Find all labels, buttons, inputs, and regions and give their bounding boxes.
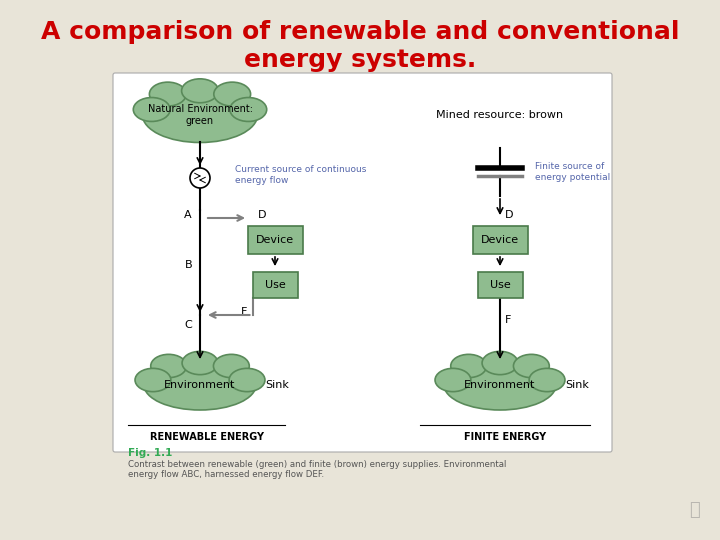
Text: FINITE ENERGY: FINITE ENERGY	[464, 432, 546, 442]
Ellipse shape	[181, 79, 218, 103]
Ellipse shape	[230, 98, 266, 122]
Text: energy systems.: energy systems.	[244, 48, 476, 72]
Ellipse shape	[150, 354, 186, 377]
Text: Current source of continuous
energy flow: Current source of continuous energy flow	[235, 165, 366, 185]
Ellipse shape	[482, 352, 518, 375]
Text: Mined resource: brown: Mined resource: brown	[436, 110, 564, 120]
Text: C: C	[184, 320, 192, 330]
FancyBboxPatch shape	[477, 272, 523, 298]
FancyBboxPatch shape	[113, 73, 612, 452]
Text: Use: Use	[265, 280, 285, 290]
Ellipse shape	[143, 87, 258, 143]
Text: RENEWABLE ENERGY: RENEWABLE ENERGY	[150, 432, 264, 442]
FancyBboxPatch shape	[253, 272, 297, 298]
Text: B: B	[184, 260, 192, 270]
Text: D: D	[505, 210, 513, 220]
Ellipse shape	[213, 354, 249, 377]
Text: E: E	[505, 272, 512, 282]
Text: Sink: Sink	[565, 380, 589, 390]
Text: D: D	[258, 210, 266, 220]
FancyBboxPatch shape	[248, 226, 302, 254]
Text: F: F	[505, 315, 511, 325]
Text: Natural Environment:
green: Natural Environment: green	[148, 104, 253, 126]
Text: Contrast between renewable (green) and finite (brown) energy supplies. Environme: Contrast between renewable (green) and f…	[128, 460, 506, 480]
Ellipse shape	[229, 368, 265, 392]
Text: Use: Use	[490, 280, 510, 290]
Text: A comparison of renewable and conventional: A comparison of renewable and convention…	[41, 20, 679, 44]
Text: Finite source of
energy potential: Finite source of energy potential	[535, 163, 611, 181]
Text: Device: Device	[256, 235, 294, 245]
Text: E: E	[280, 272, 287, 282]
Ellipse shape	[135, 368, 171, 392]
Ellipse shape	[182, 352, 218, 375]
Ellipse shape	[150, 82, 186, 106]
Text: F: F	[241, 307, 248, 317]
Ellipse shape	[133, 98, 170, 122]
Text: Sink: Sink	[265, 380, 289, 390]
Circle shape	[190, 168, 210, 188]
Ellipse shape	[451, 354, 487, 377]
FancyBboxPatch shape	[472, 226, 528, 254]
Ellipse shape	[513, 354, 549, 377]
Text: Fig. 1.1: Fig. 1.1	[128, 448, 172, 458]
Text: Device: Device	[481, 235, 519, 245]
Ellipse shape	[435, 368, 471, 392]
Ellipse shape	[214, 82, 251, 106]
Text: Environment: Environment	[164, 380, 235, 390]
Ellipse shape	[444, 360, 556, 410]
Text: Environment: Environment	[464, 380, 536, 390]
Text: 🔊: 🔊	[690, 501, 701, 519]
Ellipse shape	[529, 368, 565, 392]
Ellipse shape	[144, 360, 256, 410]
Text: A: A	[184, 210, 192, 220]
